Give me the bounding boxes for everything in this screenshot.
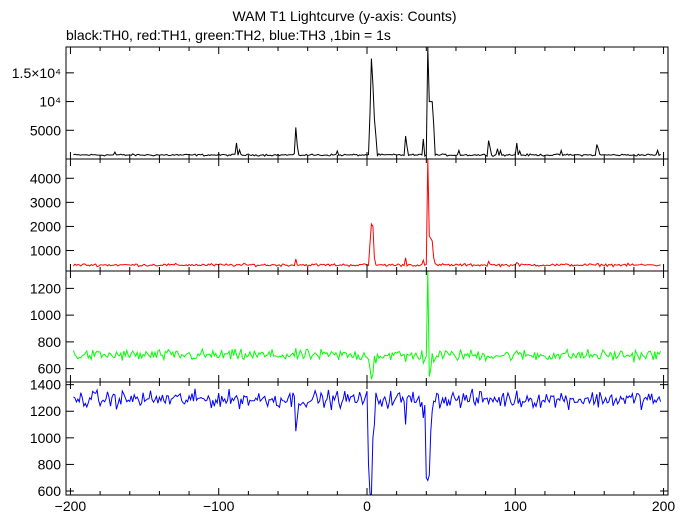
y-tick-label: 1000 — [30, 307, 61, 323]
y-tick-label: 3000 — [30, 194, 61, 210]
y-tick-label: 10⁴ — [39, 94, 61, 110]
y-tick-label: 800 — [38, 456, 62, 472]
y-tick-label: 600 — [38, 361, 62, 377]
x-tick-label: 200 — [652, 498, 676, 514]
panel-frame-th0 — [65, 46, 669, 160]
y-tick-label: 800 — [38, 334, 62, 350]
y-tick-label: 1.5×10⁴ — [12, 65, 61, 81]
y-tick-label: 1200 — [30, 403, 61, 419]
panel-frame-th2 — [65, 270, 669, 383]
x-tick-label: 0 — [363, 498, 371, 514]
y-tick-label: 5000 — [30, 122, 61, 138]
y-tick-label: 2000 — [30, 218, 61, 234]
series-line-th3 — [73, 388, 662, 495]
series-line-th0 — [73, 47, 661, 158]
y-tick-label: 1400 — [30, 377, 61, 393]
series-line-th2 — [72, 271, 662, 380]
y-tick-label: 4000 — [30, 170, 61, 186]
x-tick-label: 100 — [504, 498, 528, 514]
panel-frame-th1 — [65, 158, 669, 272]
y-tick-label: 600 — [38, 483, 62, 499]
y-tick-label: 1200 — [30, 280, 61, 296]
x-tick-label: −100 — [203, 498, 235, 514]
chart-title: WAM T1 Lightcurve (y-axis: Counts) — [232, 8, 457, 24]
x-tick-label: −200 — [55, 498, 87, 514]
y-tick-label: 1000 — [30, 243, 61, 259]
y-tick-label: 1000 — [30, 430, 61, 446]
series-line-th1 — [73, 159, 661, 268]
chart-subtitle: black:TH0, red:TH1, green:TH2, blue:TH3 … — [66, 27, 391, 43]
